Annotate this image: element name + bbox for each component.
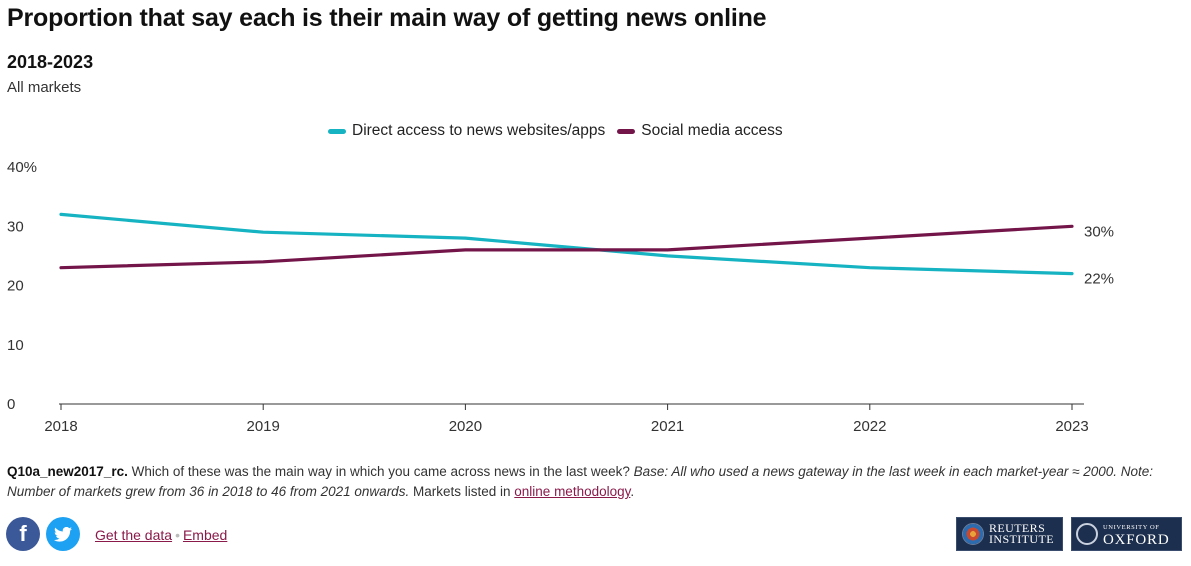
legend-swatch-direct — [328, 128, 346, 134]
y-tick-label: 30 — [7, 218, 24, 235]
y-tick-label: 0 — [7, 396, 15, 413]
notes-end-period: . — [630, 484, 635, 499]
reuters-institute-logo[interactable]: REUTERS INSTITUTE — [956, 517, 1063, 551]
oxford-university-logo[interactable]: UNIVERSITY OF OXFORD — [1071, 517, 1182, 551]
methodology-link[interactable]: online methodology — [514, 484, 631, 499]
x-tick-label: 2019 — [247, 418, 280, 435]
legend-label-social: Social media access — [641, 122, 783, 139]
x-tick-label: 2021 — [651, 418, 684, 435]
twitter-share-button[interactable] — [46, 517, 80, 551]
facebook-share-button[interactable]: f — [6, 517, 40, 551]
embed-link[interactable]: Embed — [182, 527, 228, 543]
get-data-link[interactable]: Get the data — [95, 527, 173, 543]
chart-subtitle: 2018-2023 — [7, 52, 94, 72]
oxford-logo-text: UNIVERSITY OF OXFORD — [1103, 524, 1170, 548]
chart-title: Proportion that say each is their main w… — [7, 4, 767, 32]
reuters-logo-text: REUTERS INSTITUTE — [989, 521, 1054, 546]
question-code: Q10a_new2017_rc. — [7, 464, 128, 479]
end-label-direct: 22% — [1084, 271, 1114, 288]
y-tick-label: 40% — [7, 159, 37, 176]
y-tick-label: 20 — [7, 278, 24, 295]
question-text: Which of these was the main way in which… — [131, 464, 630, 479]
twitter-icon — [54, 526, 72, 542]
legend-item-social[interactable]: Social media access — [617, 122, 783, 140]
oxford-crest-icon — [1076, 523, 1098, 545]
reuters-globe-icon — [962, 523, 984, 545]
x-tick-label: 2018 — [44, 418, 77, 435]
legend-label-direct: Direct access to news websites/apps — [352, 122, 606, 139]
markets-text: Markets listed in — [412, 484, 511, 499]
footer-separator: • — [175, 527, 180, 543]
chart-scope: All markets — [7, 79, 82, 96]
line-chart: 0 10 20 30 40% 2018 2019 2020 2021 2022 2023 22% 30% — [7, 159, 1114, 435]
chart-notes: Q10a_new2017_rc. Which of these was the … — [7, 462, 1183, 502]
series-line-direct — [59, 212, 1074, 276]
base-note: Base: All who used a news gateway in the… — [7, 464, 1154, 499]
footer-links: Get the data • Embed — [95, 527, 227, 543]
facebook-icon: f — [19, 521, 27, 546]
legend-swatch-social — [617, 128, 636, 134]
share-buttons: f — [6, 517, 86, 551]
series-line-social — [59, 224, 1074, 270]
x-tick-label: 2022 — [853, 418, 886, 435]
end-label-social: 30% — [1084, 223, 1114, 240]
x-tick-label: 2023 — [1055, 418, 1088, 435]
y-tick-label: 10 — [7, 337, 24, 354]
x-tick-label: 2020 — [449, 418, 482, 435]
chart-legend: Direct access to news websites/apps Soci… — [328, 122, 795, 140]
legend-item-direct[interactable]: Direct access to news websites/apps — [328, 122, 605, 140]
